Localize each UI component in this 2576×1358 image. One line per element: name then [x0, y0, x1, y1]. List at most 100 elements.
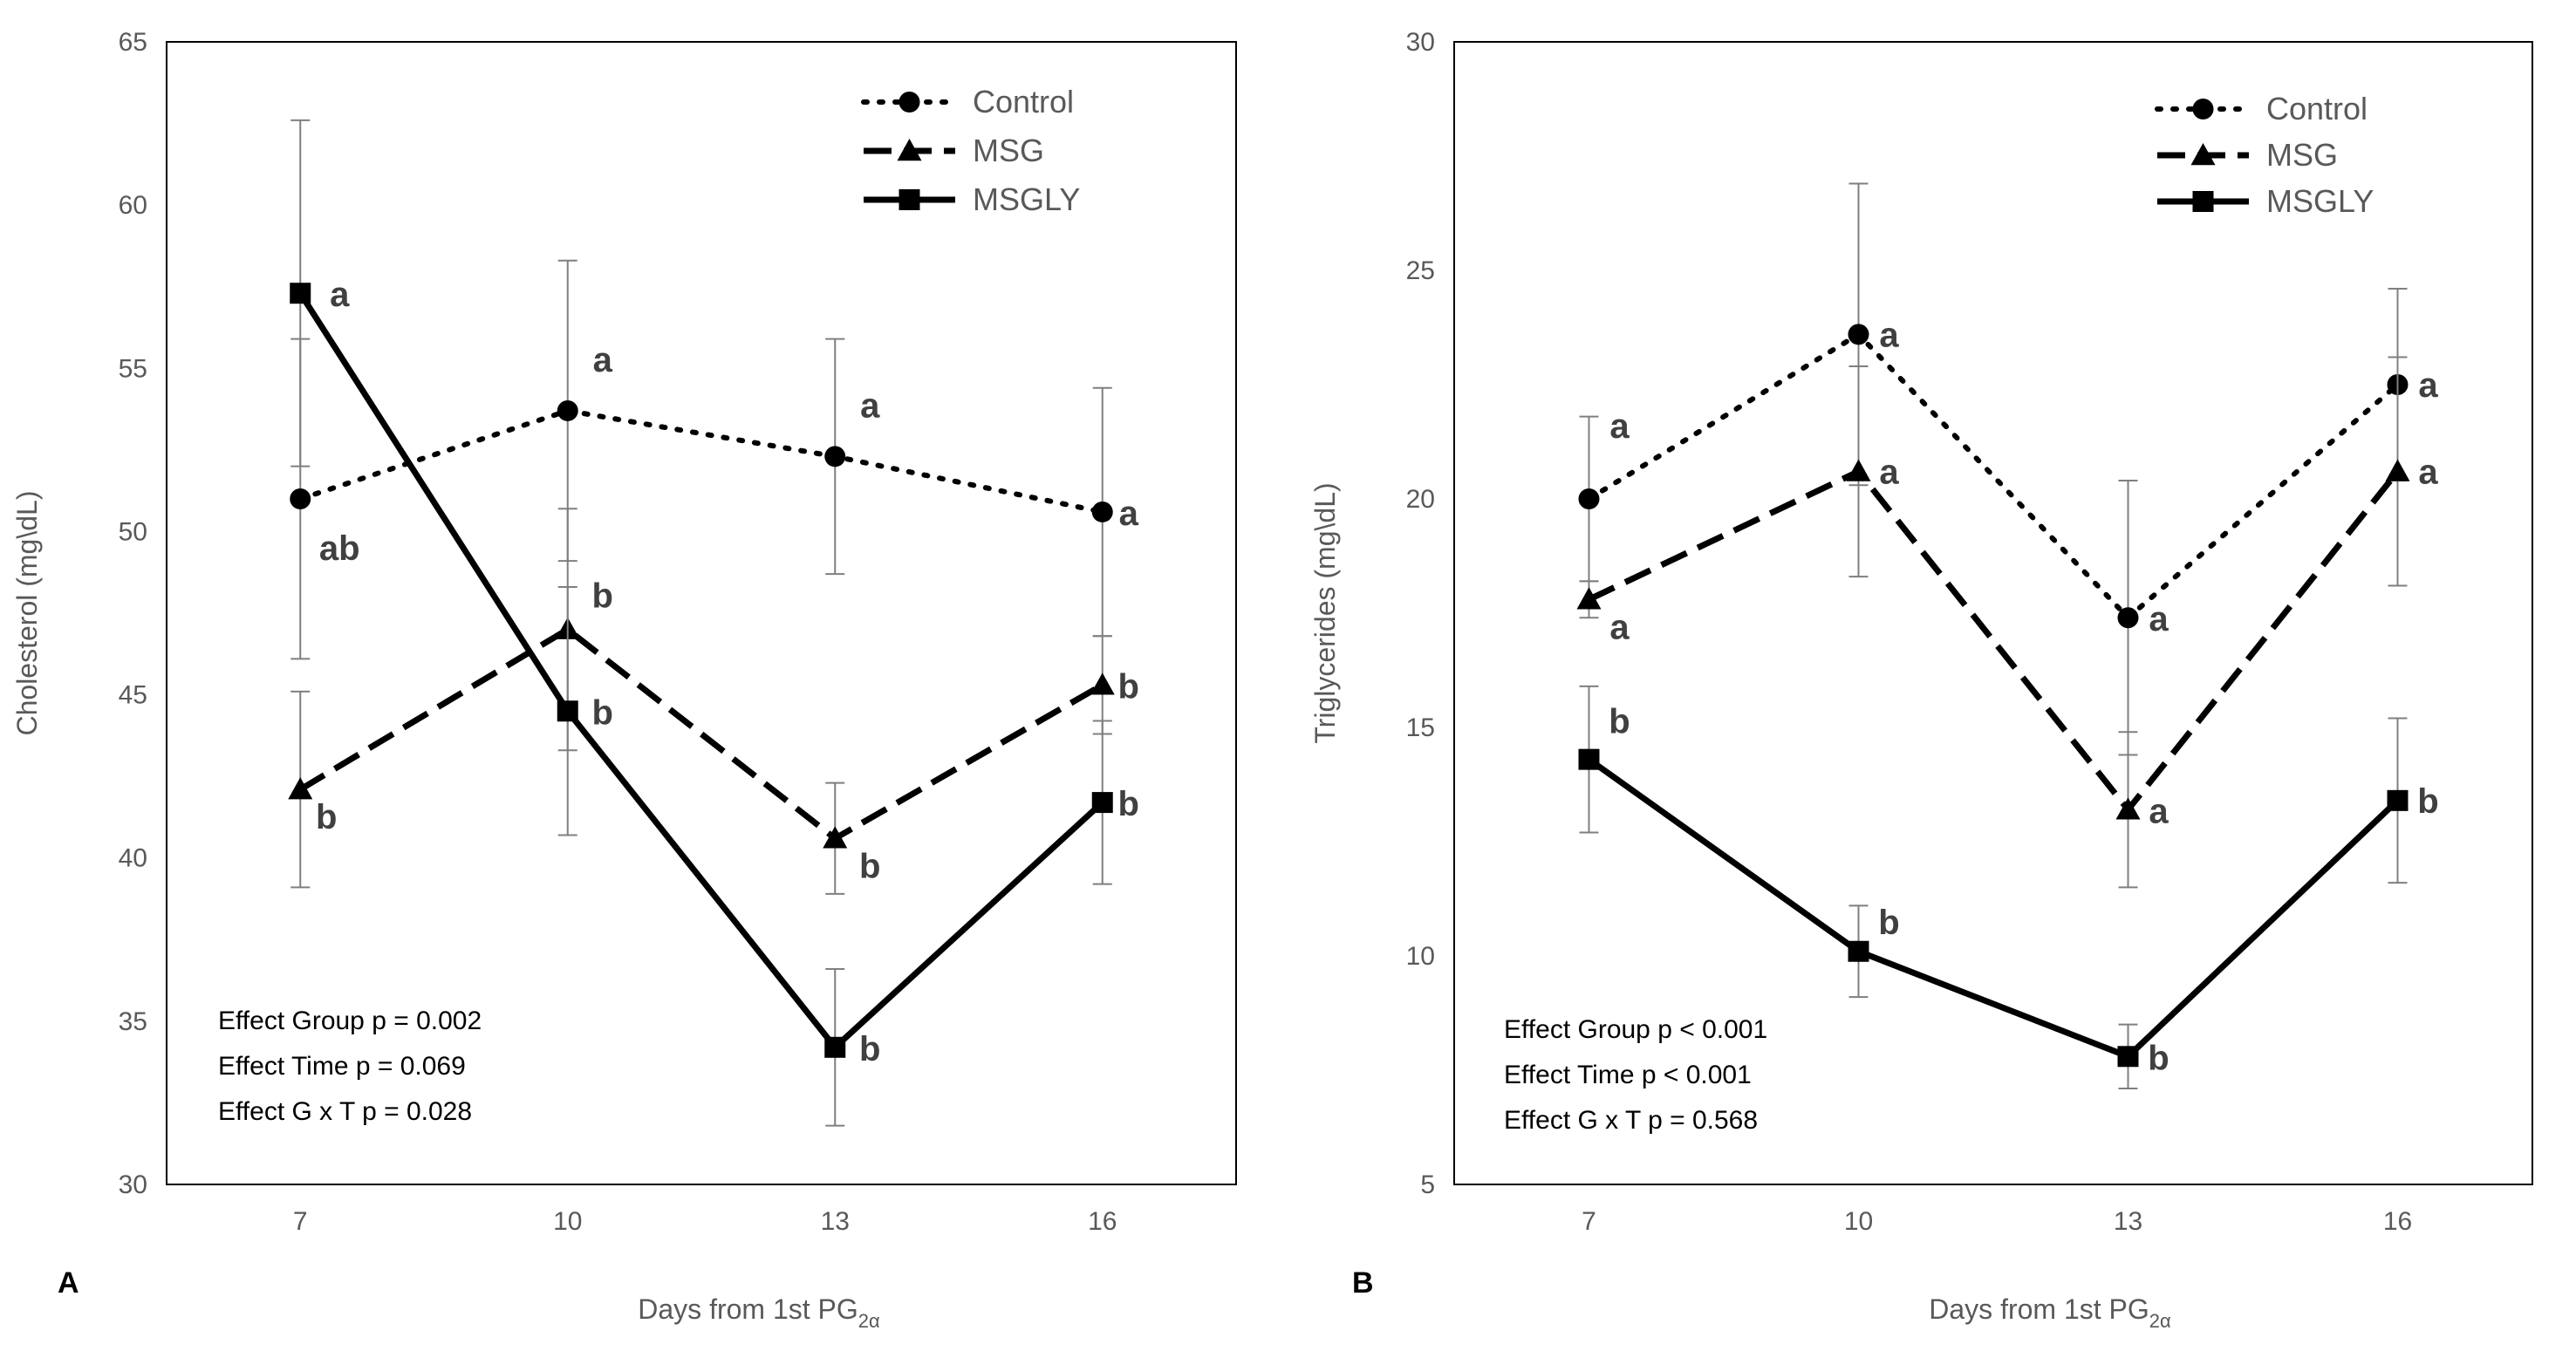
- significance-label: a: [2418, 454, 2438, 492]
- y-tick-label: 60: [119, 191, 147, 220]
- y-tick-label: 55: [119, 354, 147, 383]
- y-tick-label: 65: [119, 28, 147, 57]
- x-tick-label: 13: [2114, 1207, 2142, 1236]
- significance-label: ab: [319, 529, 360, 568]
- series-line: [1586, 331, 2401, 621]
- chart-panel-a: 30 35 40 45 50 55 60 65 7 10 13 16 Days from 1st PG2…: [11, 28, 1237, 1332]
- data-point: [557, 399, 578, 421]
- legend-marker: [2192, 99, 2214, 119]
- significance-label: b: [2148, 1039, 2169, 1077]
- plot-area-frame: [166, 41, 1237, 1185]
- series-line: [1587, 756, 2400, 1060]
- significance-label: a: [1119, 495, 1139, 533]
- legend-label: MSG: [2266, 137, 2338, 173]
- data-point: [824, 446, 846, 467]
- data-point: [1576, 587, 1602, 610]
- legend-label: Control: [973, 84, 1074, 119]
- y-axis-title: Triglycerides (mg\dL): [1309, 482, 1341, 743]
- significance-label: b: [859, 847, 880, 885]
- significance-label: b: [592, 577, 613, 616]
- legend-label: MSG: [973, 133, 1044, 168]
- significance-label: a: [593, 341, 613, 379]
- legend-marker: [2192, 191, 2214, 212]
- significance-label: a: [860, 386, 880, 425]
- effect-stat-text: Effect G x T p = 0.568: [1504, 1106, 1758, 1135]
- y-tick-label: 5: [1420, 1170, 1435, 1199]
- data-point: [1090, 672, 1115, 695]
- y-tick-label: 20: [1406, 485, 1435, 514]
- significance-label: b: [1118, 785, 1139, 823]
- y-tick-label: 50: [119, 517, 147, 546]
- data-point: [1091, 792, 1113, 814]
- significance-label: b: [2417, 782, 2438, 821]
- y-tick-label: 25: [1406, 256, 1435, 285]
- data-point: [1578, 748, 1600, 770]
- panel-label: A: [58, 1266, 79, 1300]
- y-tick-label: 45: [119, 681, 147, 710]
- x-tick-label: 13: [821, 1207, 850, 1236]
- data-point: [288, 777, 313, 800]
- significance-label: b: [592, 693, 613, 732]
- y-tick-label: 30: [119, 1170, 147, 1199]
- data-point: [2117, 607, 2139, 629]
- data-point: [823, 826, 848, 849]
- significance-label: a: [2149, 600, 2169, 638]
- data-point: [2387, 789, 2409, 811]
- series-line: [1587, 468, 2401, 813]
- legend-marker: [897, 139, 922, 161]
- significance-label: b: [859, 1030, 880, 1068]
- chart-panel-b: 5 10 15 20 25 30 7 10 13 16 Days from 1st PG2α Trig…: [1309, 28, 2533, 1332]
- significance-label: a: [1879, 454, 1899, 492]
- data-point: [1846, 459, 1871, 481]
- significance-label: a: [1609, 407, 1630, 446]
- x-tick-label: 7: [1582, 1207, 1596, 1236]
- x-tick-label: 16: [1088, 1207, 1117, 1236]
- legend-marker: [899, 189, 920, 210]
- significance-label: b: [1878, 904, 1899, 942]
- x-axis-title: Days from 1st PG2α: [638, 1293, 880, 1332]
- series-msg: a a a a: [1576, 356, 2438, 889]
- significance-label: b: [1118, 667, 1139, 706]
- series-line: [297, 407, 1105, 515]
- y-axis-title: Cholesterol (mg\dL): [11, 491, 43, 736]
- panel-label: B: [1352, 1266, 1374, 1300]
- series-msg: b b b b: [288, 508, 1139, 895]
- significance-label: a: [1879, 316, 1899, 354]
- significance-label: a: [2149, 792, 2169, 830]
- data-point: [290, 283, 311, 304]
- data-point: [1091, 501, 1113, 522]
- series-line: [297, 291, 1105, 1051]
- significance-label: a: [330, 276, 350, 314]
- y-tick-label: 35: [119, 1007, 147, 1036]
- effect-stat-text: Effect G x T p = 0.028: [218, 1097, 472, 1126]
- legend-marker: [2190, 143, 2216, 166]
- legend-marker: [899, 92, 920, 113]
- data-point: [824, 1036, 846, 1058]
- legend: Control MSG MSGLY: [2155, 91, 2374, 219]
- x-axis-title: Days from 1st PG2α: [1929, 1293, 2171, 1332]
- plot-area-frame: [1453, 41, 2533, 1185]
- series-msgly: b b b b: [1578, 685, 2439, 1089]
- y-tick-label: 30: [1406, 28, 1435, 57]
- effect-stat-text: Effect Time p = 0.069: [218, 1052, 466, 1081]
- data-point: [1848, 940, 1869, 962]
- y-tick-label: 40: [119, 844, 147, 873]
- y-tick-label: 10: [1406, 942, 1435, 971]
- data-point: [1578, 488, 1600, 509]
- x-tick-label: 10: [1844, 1207, 1873, 1236]
- y-tick-label: 15: [1406, 713, 1435, 742]
- significance-label: a: [2418, 366, 2438, 405]
- effect-stat-text: Effect Group p < 0.001: [1504, 1015, 1767, 1044]
- x-tick-label: 16: [2383, 1207, 2412, 1236]
- significance-label: b: [1609, 703, 1630, 741]
- x-tick-label: 7: [293, 1207, 308, 1236]
- effect-stat-text: Effect Group p = 0.002: [218, 1007, 482, 1035]
- legend-label: MSGLY: [973, 181, 1080, 217]
- legend-label: MSGLY: [2266, 183, 2374, 219]
- x-tick-label: 10: [553, 1207, 582, 1236]
- legend: Control MSG MSGLY: [861, 84, 1080, 217]
- series-line: [298, 626, 1104, 842]
